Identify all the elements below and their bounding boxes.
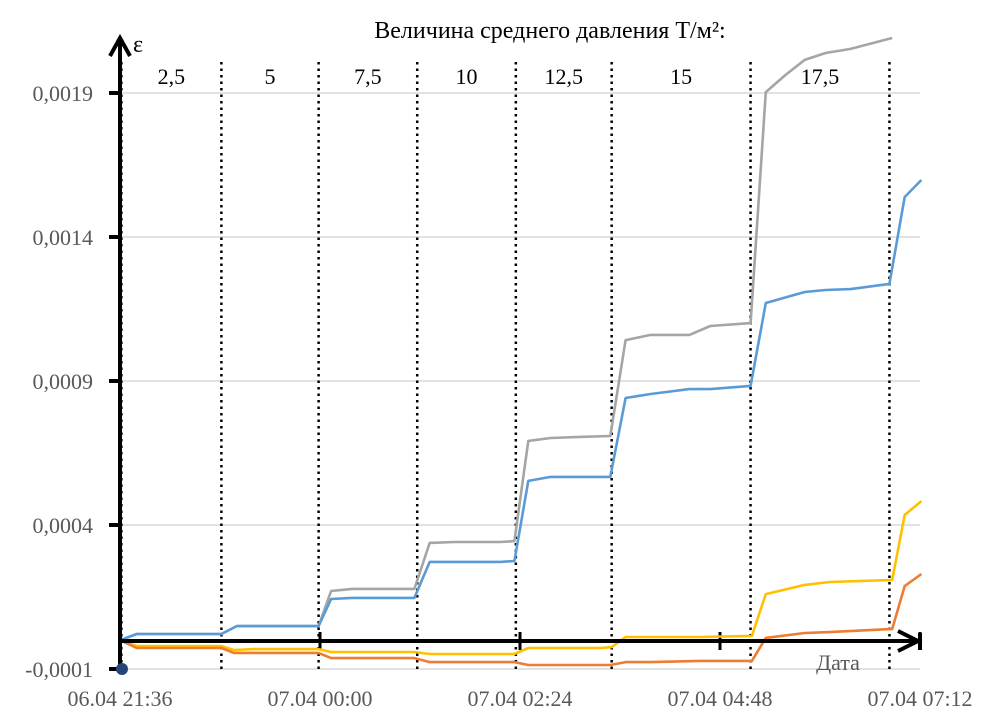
pressure-stage-label: 15 <box>670 64 692 89</box>
x-axis-label: Дата <box>816 650 860 675</box>
x-tick-label: 07.04 07:12 <box>867 686 972 711</box>
pressure-stage-label: 10 <box>456 64 478 89</box>
pressure-stage-dividers: 2,5 5 7,5 10 12,5 15 17,5 <box>120 62 891 672</box>
y-axis-arrow-icon <box>108 33 132 57</box>
y-axis <box>108 33 132 671</box>
x-tick-label: 07.04 00:00 <box>267 686 372 711</box>
pressure-stage-label: 7,5 <box>354 64 382 89</box>
series-lines <box>119 36 923 667</box>
x-axis <box>120 629 923 653</box>
y-tick-label: 0,0014 <box>33 225 94 250</box>
y-tick-label: 0,0019 <box>33 81 94 106</box>
y-axis-ticks: -0,0001 0,0004 0,0009 0,0014 0,0019 <box>25 81 120 682</box>
y-tick-label: -0,0001 <box>25 657 93 682</box>
x-axis-ticks: 06.04 21:36 07.04 00:00 07.04 02:24 07.04 0… <box>67 632 973 711</box>
y-tick-label: 0,0004 <box>33 513 94 538</box>
pressure-stage-label: 2,5 <box>158 64 186 89</box>
series-line-1 <box>119 36 893 642</box>
chart-title: Величина среднего давления Т/м²: <box>374 18 725 44</box>
series-line-3 <box>119 500 923 656</box>
pressure-stage-label: 12,5 <box>545 64 584 89</box>
y-tick-label: 0,0009 <box>33 369 94 394</box>
x-tick-label: 07.04 04:48 <box>667 686 772 711</box>
series-line-2 <box>119 179 923 642</box>
y-axis-label: ε <box>133 32 143 58</box>
origin-marker <box>116 663 128 675</box>
x-tick-label: 07.04 02:24 <box>467 686 572 711</box>
x-tick-label: 06.04 21:36 <box>67 686 172 711</box>
pressure-stage-label: 5 <box>265 64 276 89</box>
pressure-stage-label: 17,5 <box>801 64 840 89</box>
gridlines <box>120 92 920 670</box>
series-line-4 <box>119 572 923 667</box>
